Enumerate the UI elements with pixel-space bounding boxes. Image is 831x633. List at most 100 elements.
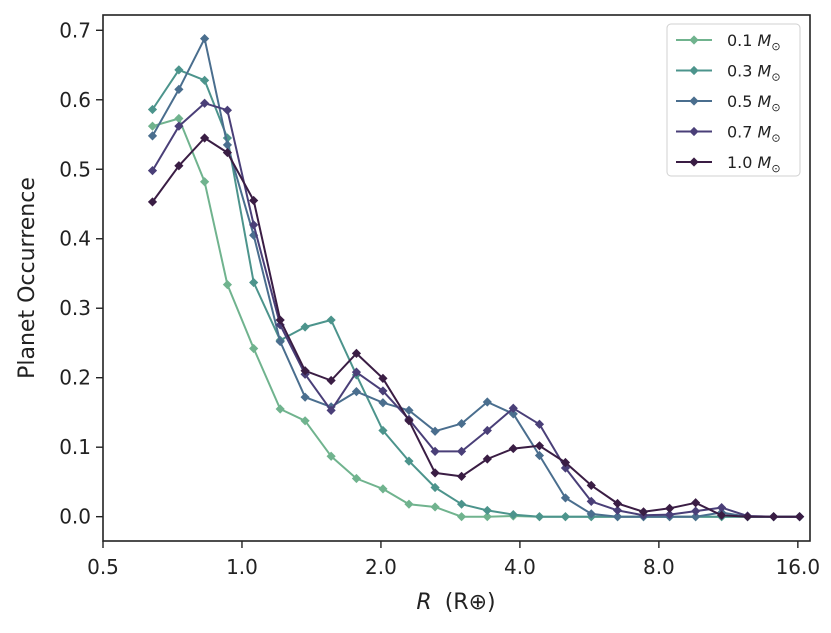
data-point bbox=[351, 367, 362, 377]
data-point bbox=[456, 446, 467, 456]
data-point bbox=[612, 498, 623, 509]
data-point bbox=[691, 512, 701, 522]
data-point bbox=[174, 113, 184, 124]
data-point bbox=[638, 507, 649, 517]
data-point bbox=[249, 195, 259, 206]
data-point bbox=[534, 450, 545, 461]
legend-unit: M bbox=[758, 153, 772, 172]
legend-label: 0.5 M⊙ bbox=[727, 92, 781, 114]
legend-label: 0.1 M⊙ bbox=[727, 31, 781, 53]
legend-unit-subscript: ⊙ bbox=[771, 162, 780, 175]
data-point bbox=[456, 499, 467, 509]
data-point bbox=[351, 348, 362, 358]
data-point bbox=[326, 451, 336, 461]
data-point bbox=[351, 473, 362, 484]
data-point bbox=[404, 456, 414, 466]
legend-value: 0.5 bbox=[727, 92, 758, 111]
data-point bbox=[300, 366, 310, 376]
data-point bbox=[665, 503, 675, 513]
data-point bbox=[612, 505, 623, 516]
data-point bbox=[586, 496, 596, 506]
data-point bbox=[378, 425, 388, 436]
legend-item: 1.0 M⊙ bbox=[676, 153, 781, 175]
data-point bbox=[378, 484, 388, 494]
data-point bbox=[147, 166, 158, 176]
data-point bbox=[300, 392, 310, 402]
data-point bbox=[147, 197, 158, 207]
data-point bbox=[717, 503, 727, 513]
data-point bbox=[147, 104, 158, 115]
x-tick-label: 4.0 bbox=[504, 555, 536, 579]
y-tick-label: 0.5 bbox=[59, 157, 91, 181]
data-point bbox=[560, 463, 571, 473]
plot-marks bbox=[147, 34, 805, 522]
data-point bbox=[456, 418, 467, 429]
legend-item: 0.3 M⊙ bbox=[676, 62, 781, 84]
data-point bbox=[222, 140, 233, 150]
data-point bbox=[249, 277, 259, 288]
data-point bbox=[222, 147, 233, 158]
data-point bbox=[174, 121, 184, 131]
data-point bbox=[560, 493, 571, 503]
data-point bbox=[430, 468, 440, 478]
data-point bbox=[534, 419, 545, 429]
data-point bbox=[430, 426, 440, 436]
y-tick-label: 0.3 bbox=[59, 296, 91, 320]
data-point bbox=[222, 280, 233, 290]
data-point bbox=[200, 98, 210, 108]
data-point bbox=[378, 386, 388, 396]
data-point bbox=[508, 403, 518, 413]
data-point bbox=[612, 512, 623, 522]
data-point bbox=[430, 502, 440, 512]
x-tick-label: 8.0 bbox=[643, 555, 675, 579]
series-line bbox=[152, 117, 800, 518]
y-tick-label: 0.0 bbox=[59, 505, 91, 529]
data-point bbox=[717, 510, 727, 520]
data-point bbox=[482, 505, 492, 516]
data-point bbox=[300, 416, 310, 426]
data-point bbox=[482, 454, 492, 464]
legend-marker bbox=[689, 35, 699, 45]
data-point bbox=[200, 177, 210, 187]
legend-marker bbox=[689, 126, 699, 137]
data-point bbox=[326, 315, 336, 325]
data-point bbox=[430, 446, 440, 456]
x-axis-title-var: R bbox=[416, 590, 431, 615]
y-axis: 0.0 0.1 0.2 0.3 0.4 0.5 0.6 0.7 bbox=[59, 18, 103, 529]
data-point bbox=[769, 512, 779, 522]
data-point bbox=[200, 133, 210, 143]
data-point bbox=[249, 343, 259, 354]
data-point bbox=[508, 509, 518, 520]
data-point bbox=[691, 498, 701, 508]
legend-label: 1.0 M⊙ bbox=[727, 153, 781, 175]
y-tick-label: 0.7 bbox=[59, 18, 91, 42]
data-point bbox=[794, 512, 805, 522]
y-tick-label: 0.1 bbox=[59, 435, 91, 459]
data-point bbox=[534, 441, 545, 451]
series-line bbox=[151, 137, 800, 518]
legend-value: 1.0 bbox=[727, 153, 758, 172]
data-point bbox=[300, 322, 310, 332]
legend-unit: M bbox=[758, 92, 772, 111]
data-point bbox=[174, 84, 184, 94]
data-point bbox=[275, 336, 285, 347]
series-line bbox=[151, 102, 800, 518]
data-point bbox=[351, 387, 362, 397]
data-point bbox=[200, 75, 210, 85]
x-axis-title-unit: (R⊕) bbox=[445, 590, 496, 615]
data-point bbox=[691, 506, 701, 516]
data-point bbox=[378, 373, 388, 384]
data-point bbox=[586, 509, 596, 519]
data-point bbox=[456, 512, 467, 522]
legend-marker bbox=[689, 65, 699, 76]
y-tick-label: 0.2 bbox=[59, 366, 91, 390]
legend-label: 0.7 M⊙ bbox=[727, 123, 781, 145]
data-point bbox=[508, 409, 518, 419]
data-point bbox=[665, 509, 675, 520]
data-point bbox=[275, 320, 285, 330]
legend-unit-subscript: ⊙ bbox=[771, 71, 780, 84]
y-axis-title: Planet Occurrence bbox=[15, 177, 40, 379]
data-point bbox=[222, 105, 233, 115]
plot-frame bbox=[102, 14, 811, 542]
